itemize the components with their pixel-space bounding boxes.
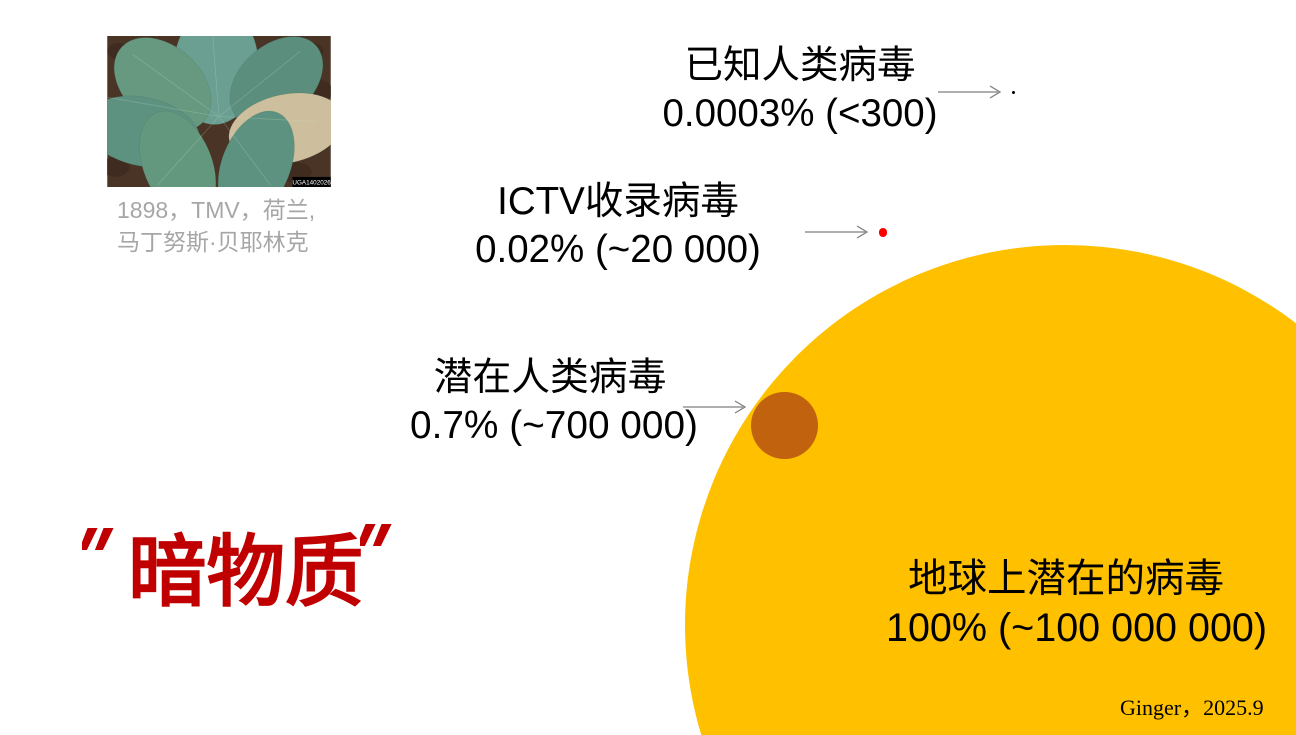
svg-text:UGA1402026: UGA1402026 <box>292 180 331 187</box>
